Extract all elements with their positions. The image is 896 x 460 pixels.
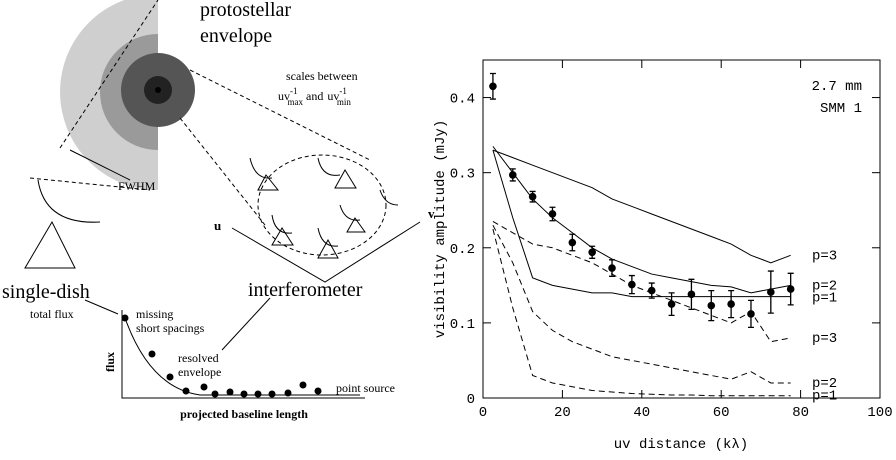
x-tick-label: 40 bbox=[633, 405, 650, 421]
label: -1 bbox=[339, 86, 347, 96]
chart: 2.7 mm SMM 1 uv distance (kλ) visibility… bbox=[433, 59, 893, 453]
model-line bbox=[492, 146, 791, 294]
label: short spacings bbox=[136, 321, 205, 335]
data-point bbox=[548, 210, 557, 218]
series-label: p=3 bbox=[812, 248, 837, 264]
label: -1 bbox=[290, 86, 298, 96]
x-tick-label: 0 bbox=[479, 405, 487, 421]
data-point bbox=[707, 301, 716, 310]
label: uv bbox=[278, 89, 290, 103]
label: envelope bbox=[200, 25, 272, 47]
protostar bbox=[155, 87, 161, 93]
data-point bbox=[667, 300, 676, 308]
label: and bbox=[306, 89, 323, 103]
label: flux bbox=[103, 352, 117, 372]
label: interferometer bbox=[248, 279, 363, 301]
data-point bbox=[508, 171, 517, 179]
data-point bbox=[628, 280, 636, 289]
y-tick-label: 0.3 bbox=[450, 167, 475, 183]
data-point bbox=[727, 300, 735, 308]
label: max bbox=[288, 97, 304, 107]
x-tick-label: 100 bbox=[867, 405, 892, 421]
beam-lines bbox=[29, 0, 387, 256]
y-tick-label: 0.4 bbox=[450, 92, 475, 108]
y-tick-label: 0.2 bbox=[450, 242, 475, 258]
uv-plane bbox=[231, 221, 421, 283]
envelope-diagram: protostellar envelope scales between uv-… bbox=[2, 0, 435, 421]
data-point bbox=[747, 310, 755, 318]
label: uv-1 max and uv-1 min bbox=[278, 86, 351, 107]
series-label: p=2 bbox=[812, 278, 837, 294]
label: single-dish bbox=[2, 281, 90, 303]
label: point source bbox=[336, 381, 395, 395]
label: u bbox=[214, 218, 221, 233]
interferometer-arrow bbox=[221, 297, 271, 351]
x-tick-label: 20 bbox=[554, 405, 571, 421]
y-tick-label: 0 bbox=[467, 392, 475, 408]
model-line-dashed bbox=[492, 221, 791, 343]
label: total flux bbox=[30, 307, 74, 321]
label: FWHM bbox=[118, 179, 156, 193]
y-axis-label: visibility amplitude (mJy) bbox=[433, 120, 449, 338]
label: envelope bbox=[178, 365, 221, 379]
data-point bbox=[528, 192, 537, 201]
x-axis-label: uv distance (kλ) bbox=[614, 437, 748, 453]
label: missing bbox=[136, 307, 173, 321]
series-label: p=1 bbox=[812, 389, 837, 405]
series-label: p=2 bbox=[812, 376, 837, 392]
total-flux-arrow bbox=[84, 299, 119, 315]
x-tick-label: 60 bbox=[713, 405, 730, 421]
label: resolved bbox=[178, 351, 219, 365]
data-point bbox=[568, 238, 577, 247]
series-label: p=3 bbox=[812, 331, 837, 347]
label: scales between bbox=[286, 69, 358, 83]
annotation: 2.7 mm bbox=[812, 79, 862, 95]
label: min bbox=[337, 97, 352, 107]
model-line-dashed bbox=[492, 228, 791, 397]
data-point bbox=[687, 290, 696, 299]
model-line bbox=[492, 149, 791, 264]
model-line bbox=[492, 149, 791, 298]
data-point bbox=[588, 248, 596, 257]
x-tick-label: 80 bbox=[792, 405, 809, 421]
single-dish-antenna bbox=[24, 179, 101, 269]
data-point bbox=[608, 264, 616, 272]
plot-frame bbox=[482, 59, 881, 399]
data-point bbox=[786, 285, 795, 293]
fwhm-arrow bbox=[69, 149, 131, 181]
annotation: SMM 1 bbox=[820, 101, 862, 117]
y-tick-label: 0.1 bbox=[450, 317, 475, 333]
data-point bbox=[767, 288, 775, 296]
label: protostellar bbox=[200, 0, 291, 21]
model-line-dashed bbox=[492, 225, 791, 384]
data-point bbox=[489, 82, 497, 91]
label: uv bbox=[327, 89, 339, 103]
data-point bbox=[647, 286, 656, 295]
series-label: p=1 bbox=[812, 290, 837, 306]
interferometer-antennas bbox=[249, 157, 399, 259]
label: projected baseline length bbox=[180, 407, 308, 421]
inset-plot bbox=[121, 310, 365, 399]
label: v bbox=[428, 206, 435, 221]
